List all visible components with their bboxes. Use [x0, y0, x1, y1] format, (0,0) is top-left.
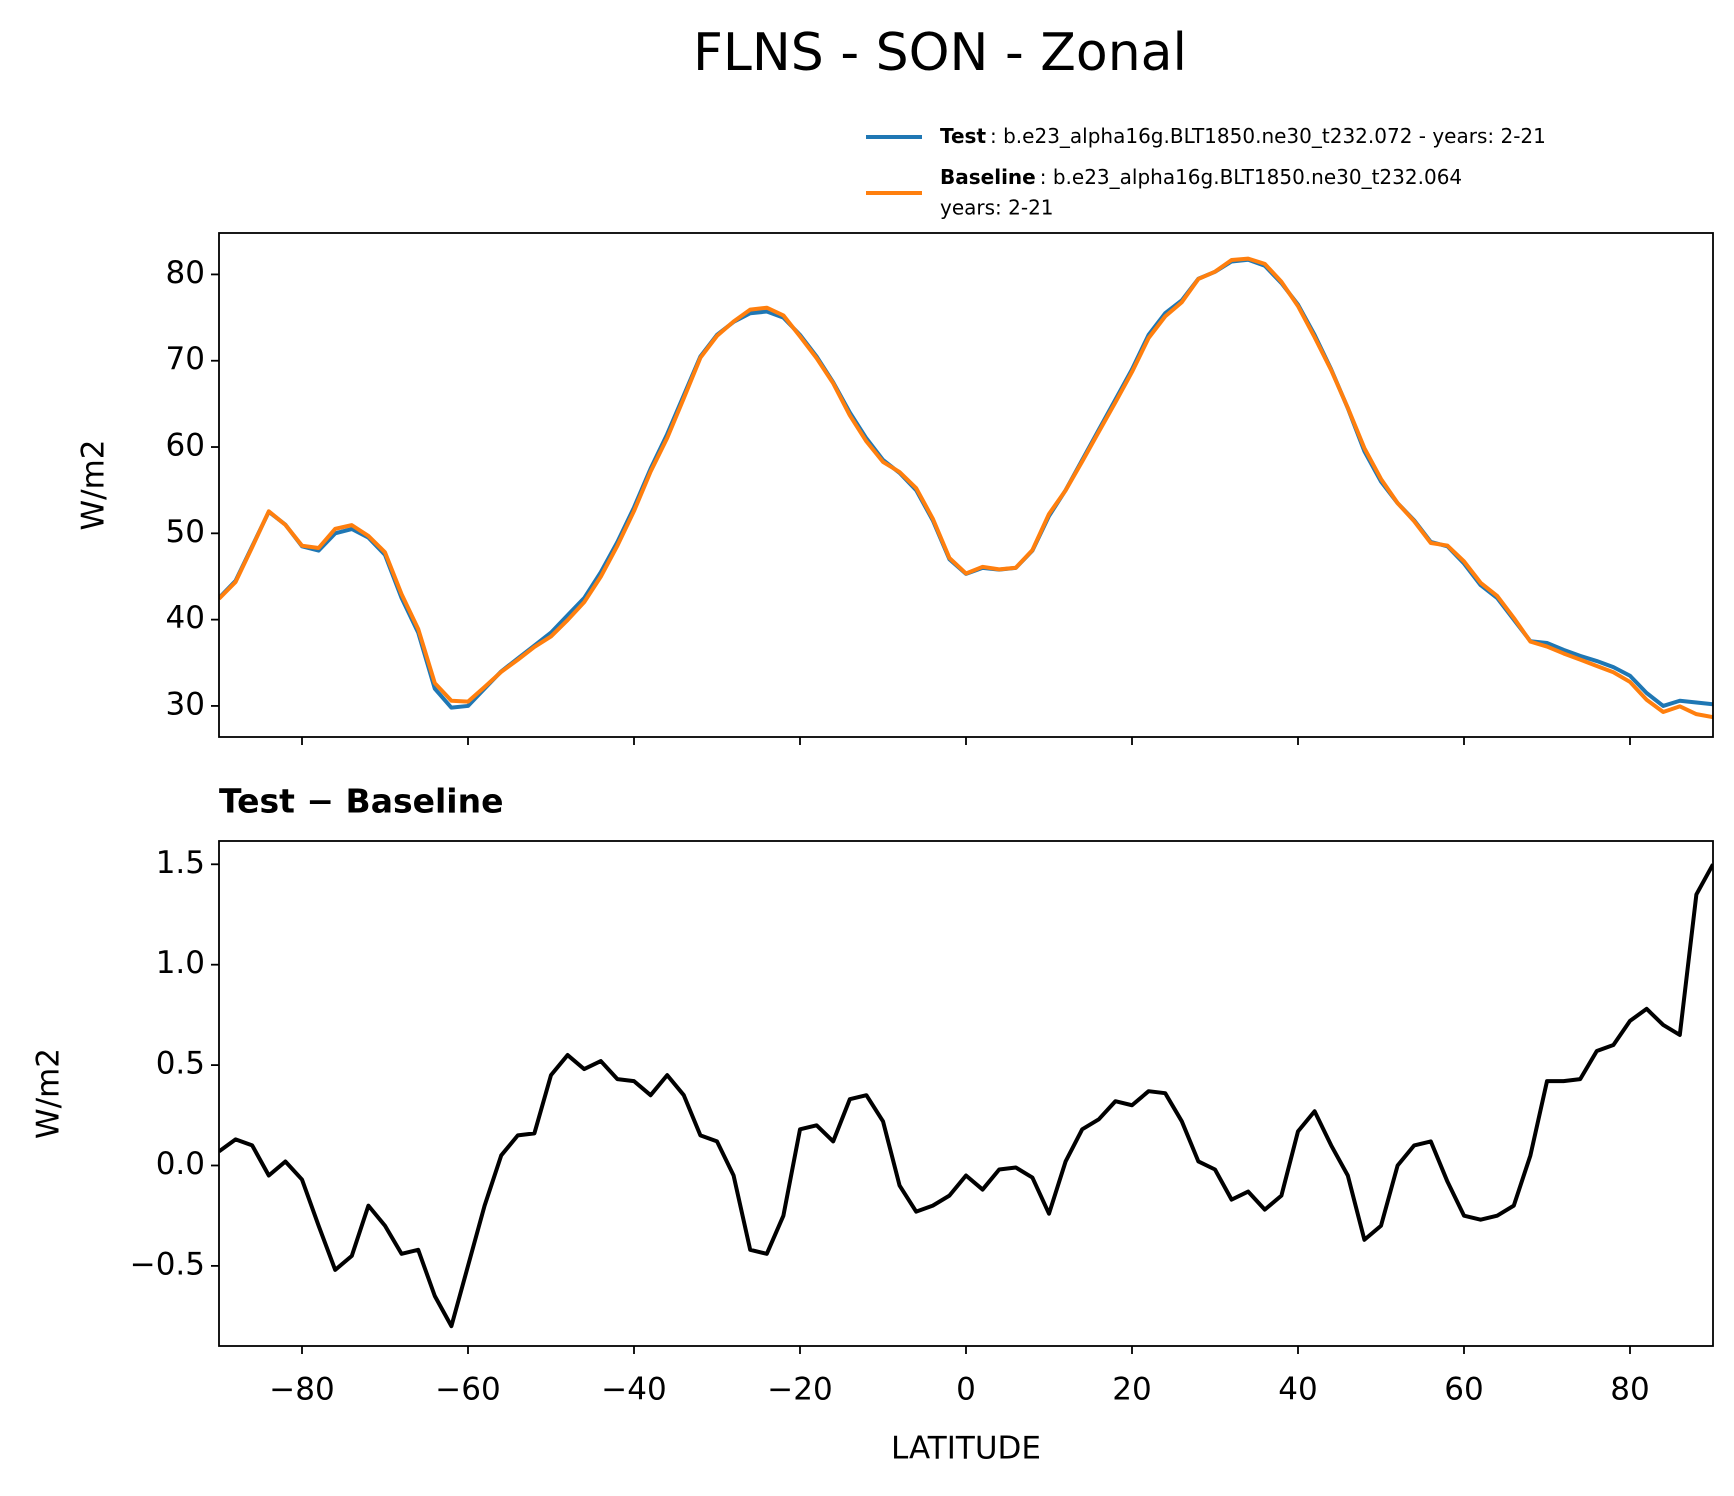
y-axis-label: W/m2 — [31, 1048, 67, 1139]
x-tick-label: 20 — [1112, 1372, 1151, 1408]
legend-description: years: 2-21 — [940, 196, 1054, 220]
axes-frame — [218, 232, 1714, 738]
figure-title: FLNS - SON - Zonal — [693, 23, 1187, 83]
x-tick-label: 0 — [956, 1372, 976, 1408]
legend-description: : b.e23_alpha16g.BLT1850.ne30_t232.072 -… — [990, 124, 1546, 148]
legend-description: : b.e23_alpha16g.BLT1850.ne30_t232.064 — [1040, 165, 1462, 189]
y-tick-label: 50 — [166, 514, 205, 550]
x-tick-label: −80 — [269, 1372, 334, 1408]
data-line — [219, 863, 1713, 1329]
legend-label: Test: b.e23_alpha16g.BLT1850.ne30_t232.0… — [940, 124, 1546, 148]
x-tick-label: 40 — [1278, 1372, 1317, 1408]
x-tick-label: 80 — [1610, 1372, 1649, 1408]
y-tick-label: 40 — [166, 600, 205, 636]
legend-name: Test — [940, 124, 986, 148]
y-axis-label: W/m2 — [76, 439, 112, 530]
x-tick-label: −20 — [767, 1372, 832, 1408]
y-tick-label: 0.0 — [156, 1146, 205, 1182]
x-tick-label: −60 — [435, 1372, 500, 1408]
y-tick-label: 30 — [166, 686, 205, 722]
y-tick-label: 70 — [166, 341, 205, 377]
x-tick-label: −40 — [601, 1372, 666, 1408]
y-tick-label: 60 — [166, 428, 205, 464]
data-line — [219, 257, 1713, 710]
x-tick-label: 60 — [1444, 1372, 1483, 1408]
chart-title: Test − Baseline — [219, 782, 504, 821]
data-line — [219, 256, 1713, 720]
legend-label: Baseline: b.e23_alpha16g.BLT1850.ne30_t2… — [940, 165, 1462, 189]
y-tick-label: 1.5 — [156, 845, 205, 881]
y-tick-label: 0.5 — [156, 1046, 205, 1082]
x-axis-label: LATITUDE — [891, 1431, 1041, 1467]
y-tick-label: −0.5 — [130, 1246, 205, 1282]
legend-name: Baseline — [940, 165, 1036, 189]
y-tick-label: 1.0 — [156, 945, 205, 981]
axes-frame — [218, 840, 1714, 1347]
y-tick-label: 80 — [166, 255, 205, 291]
